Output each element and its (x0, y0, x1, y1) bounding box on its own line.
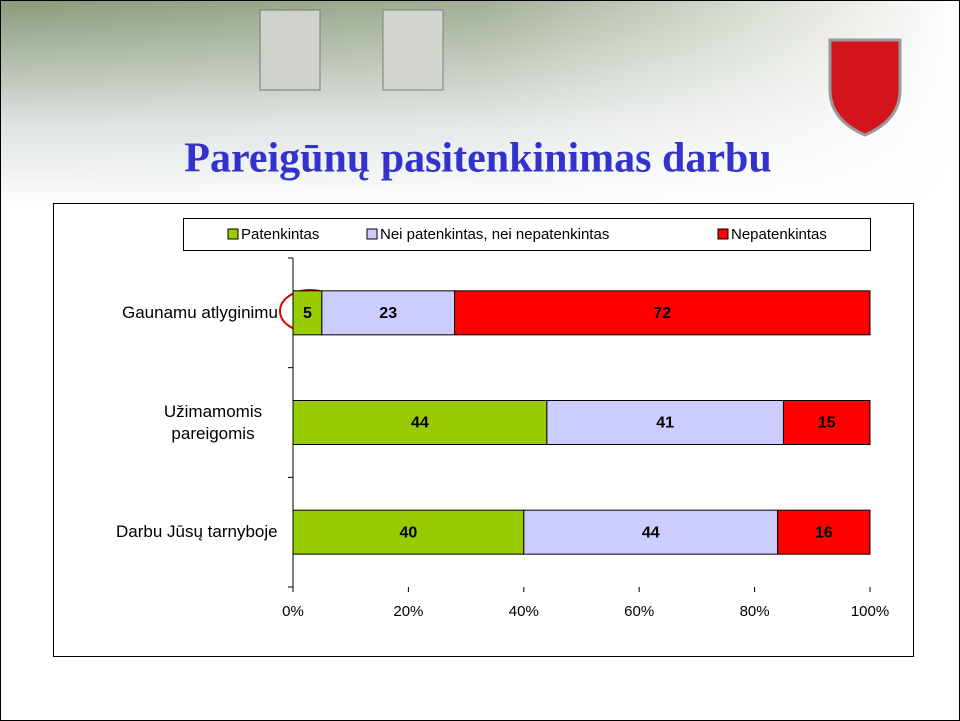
data-label: 72 (653, 305, 671, 322)
bar-segment (782, 400, 871, 445)
x-tick-label: 100% (851, 603, 889, 620)
y-tick-label: Gaunamu atlyginimu (122, 302, 278, 322)
legend-label: Nepatenkintas (731, 226, 827, 243)
x-tick-label: 0% (282, 603, 304, 620)
bar-segment (523, 509, 779, 555)
x-tick-label: 20% (393, 603, 423, 620)
chart-title: Pareigūnų pasitenkinimas darbu (184, 136, 771, 182)
bar-segment (292, 290, 323, 336)
bar-segment (777, 509, 871, 555)
header-fade (0, 0, 960, 210)
bar-segment (546, 400, 784, 445)
coat-of-arms (828, 38, 902, 137)
legend-label: Patenkintas (241, 226, 319, 243)
data-label: 44 (642, 524, 660, 541)
data-label: 41 (656, 415, 674, 432)
legend-swatch (227, 228, 239, 240)
y-tick-label: Darbu Jūsų tarnyboje (116, 522, 278, 542)
data-label: 5 (303, 305, 312, 322)
data-label: 15 (818, 415, 836, 432)
data-label: 23 (379, 305, 397, 322)
bar-segment (292, 400, 548, 445)
data-label: 44 (411, 415, 429, 432)
legend-swatch (366, 228, 378, 240)
data-label: 16 (815, 524, 833, 541)
legend-swatch (717, 228, 729, 240)
legend (183, 218, 871, 251)
x-tick-label: 60% (624, 603, 654, 620)
x-tick-label: 80% (740, 603, 770, 620)
bar-segment (454, 290, 871, 336)
data-label: 40 (400, 524, 418, 541)
x-tick-label: 40% (509, 603, 539, 620)
y-tick-label: Užimamomis pareigomis (163, 401, 263, 443)
bar-segment (292, 509, 525, 555)
legend-label: Nei patenkintas, nei nepatenkintas (380, 226, 609, 243)
